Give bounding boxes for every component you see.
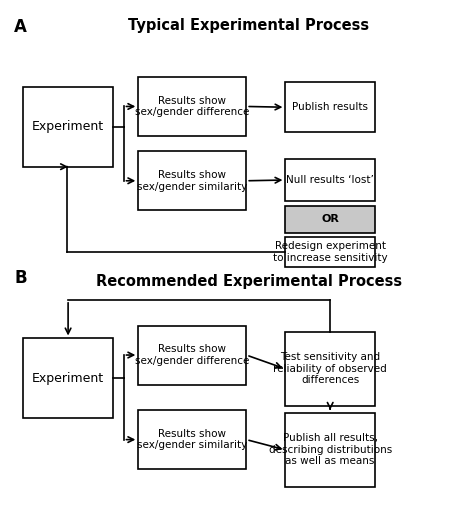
FancyBboxPatch shape [285, 413, 375, 487]
Text: OR: OR [321, 214, 339, 224]
Text: Null results ‘lost’: Null results ‘lost’ [286, 175, 374, 185]
FancyBboxPatch shape [138, 151, 246, 210]
Text: A: A [14, 18, 27, 36]
Text: Test sensitivity and
reliability of observed
differences: Test sensitivity and reliability of obse… [273, 353, 387, 385]
Text: B: B [14, 269, 27, 287]
FancyBboxPatch shape [285, 159, 375, 201]
Text: Results show
sex/gender difference: Results show sex/gender difference [135, 96, 249, 117]
FancyBboxPatch shape [285, 82, 375, 132]
Text: Results show
sex/gender similarity: Results show sex/gender similarity [137, 170, 247, 191]
FancyBboxPatch shape [23, 338, 113, 418]
Text: Publish all results,
describing distributions
as well as means: Publish all results, describing distribu… [269, 433, 392, 467]
Text: Redesign experiment
to increase sensitivity: Redesign experiment to increase sensitiv… [273, 241, 387, 263]
FancyBboxPatch shape [23, 87, 113, 167]
Text: Publish results: Publish results [292, 102, 368, 112]
Text: Results show
sex/gender difference: Results show sex/gender difference [135, 344, 249, 366]
FancyBboxPatch shape [285, 206, 375, 233]
Text: Results show
sex/gender similarity: Results show sex/gender similarity [137, 429, 247, 450]
FancyBboxPatch shape [285, 237, 375, 267]
Text: Recommended Experimental Process: Recommended Experimental Process [95, 274, 401, 289]
FancyBboxPatch shape [138, 325, 246, 384]
FancyBboxPatch shape [138, 77, 246, 136]
FancyBboxPatch shape [285, 332, 375, 406]
FancyBboxPatch shape [138, 410, 246, 469]
Text: Experiment: Experiment [32, 372, 104, 384]
Text: Typical Experimental Process: Typical Experimental Process [128, 18, 369, 33]
Text: Experiment: Experiment [32, 120, 104, 133]
